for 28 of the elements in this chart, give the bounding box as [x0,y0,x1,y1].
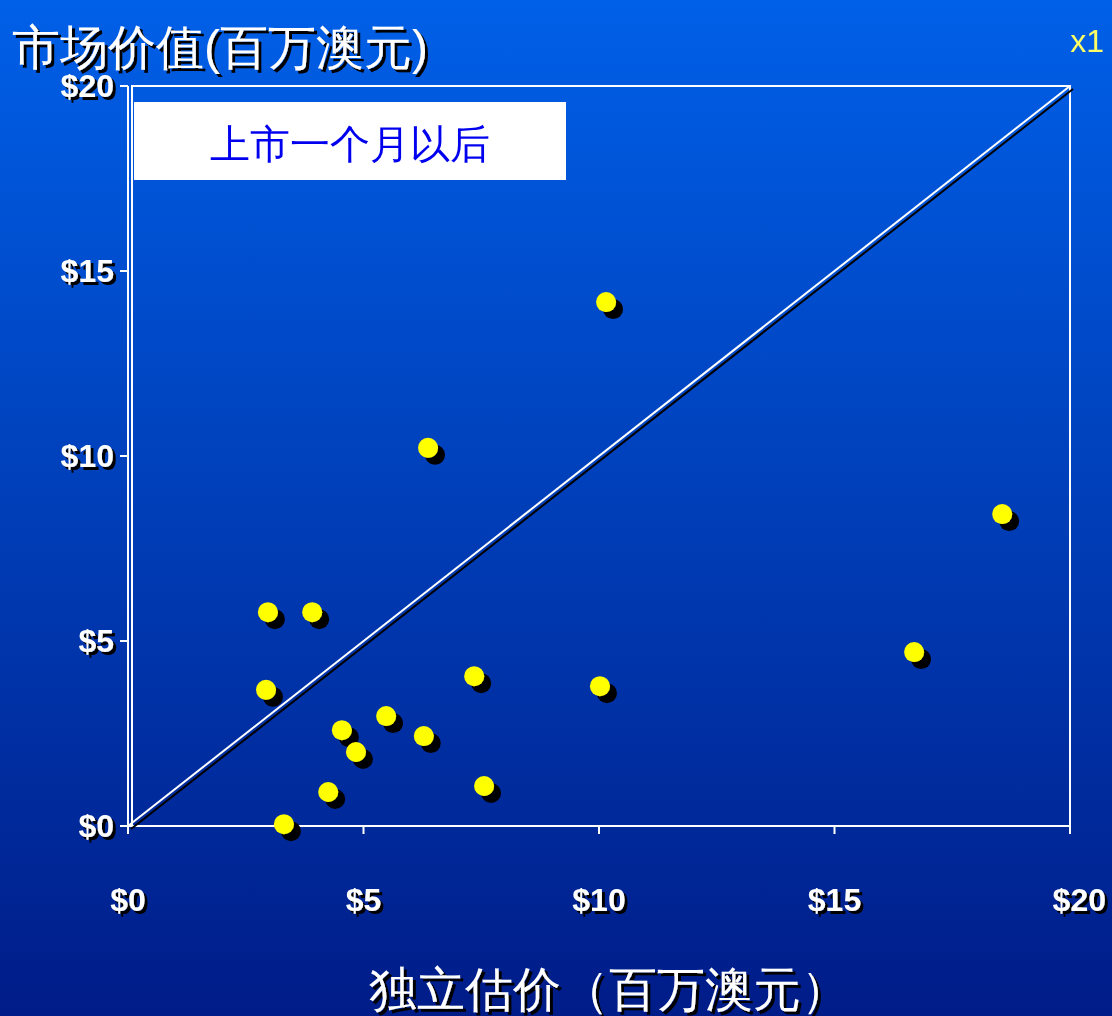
point [318,781,339,802]
point [376,706,397,727]
x-tick-label: $5 [345,882,382,918]
point [331,720,352,741]
point [257,602,278,623]
point [345,742,366,762]
x-tick-label: $10 [572,882,626,918]
y-tick-label: $5 [78,623,114,659]
point [302,602,323,623]
x-axis-title: 独立估价（百万澳元） [369,963,849,1016]
point [474,776,495,797]
text: x1 [1070,23,1104,59]
y-tick-label: $0 [78,808,114,844]
x-tick-label: $15 [807,882,862,918]
x-tick-label: $20 [1052,882,1106,918]
point [418,437,439,458]
point [596,292,617,313]
point [256,679,276,700]
x-tick-label: $0 [110,882,146,918]
point [464,666,485,687]
point [904,642,925,663]
point [413,726,434,747]
y-tick-label: $15 [60,253,114,289]
point [273,814,294,835]
point [992,504,1013,525]
y-tick-label: $10 [60,438,114,474]
point [589,676,610,697]
annotation: 上市一个月以后 [210,122,490,166]
